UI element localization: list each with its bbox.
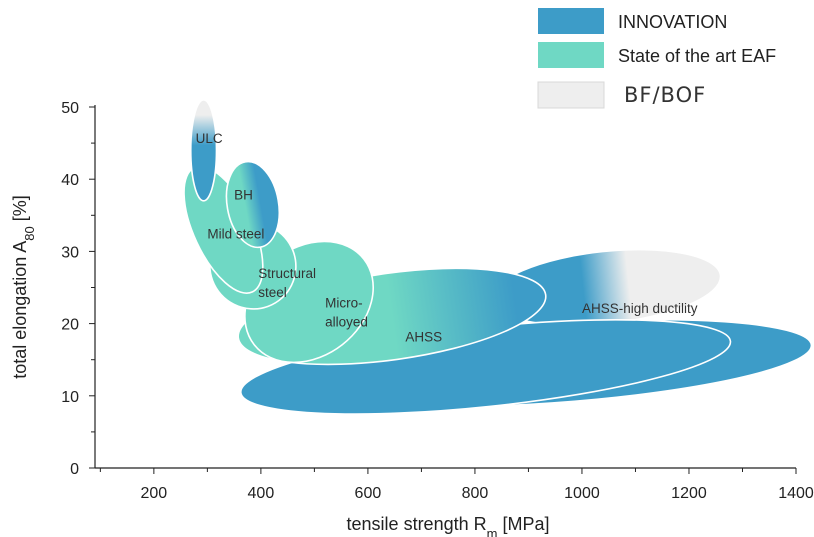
region-label-ahss: AHSS xyxy=(405,330,442,345)
x-tick-label-600: 600 xyxy=(355,485,382,502)
y-tick-label-50: 50 xyxy=(61,100,79,117)
y-tick-label-0: 0 xyxy=(70,461,79,478)
y-tick-label-30: 30 xyxy=(61,244,79,261)
region-label-micro-alloyed: Micro-alloyed xyxy=(325,296,368,330)
x-tick-label-1000: 1000 xyxy=(564,485,600,502)
legend-label-innovation: INNOVATION xyxy=(618,12,727,32)
y-tick-label-40: 40 xyxy=(61,172,79,189)
x-tick-label-1400: 1400 xyxy=(778,485,814,502)
legend-swatch-eaf xyxy=(538,42,604,68)
region-label-bh: BH xyxy=(234,187,253,202)
region-label-structural-steel: Structural steel xyxy=(258,266,316,300)
x-axis-title: tensile strength Rm [MPa] xyxy=(347,514,550,537)
x-tick-label-200: 200 xyxy=(141,485,168,502)
chart-legend: INNOVATION State of the art EAF BF/BOF xyxy=(537,8,776,109)
y-tick-label-20: 20 xyxy=(61,317,79,334)
region-bh xyxy=(225,160,281,249)
chart-regions xyxy=(183,98,813,415)
region-ulc xyxy=(189,98,218,202)
legend-label-eaf: State of the art EAF xyxy=(618,46,776,66)
legend-swatch-innovation xyxy=(538,8,604,34)
chart-axes: 200 400 600 800 1000 1200 1400 0 10 20 30 40 50 xyxy=(61,100,814,502)
y-tick-label-10: 10 xyxy=(61,389,79,406)
region-label-mild-steel: Mild steel xyxy=(207,226,264,241)
x-tick-label-1200: 1200 xyxy=(671,485,707,502)
region-label-ahss-high-ductility: AHSS-high ductility xyxy=(582,301,698,316)
y-axis-title: total elongation A80 [%] xyxy=(10,195,37,379)
legend-label-bfbof: BF/BOF xyxy=(624,83,706,107)
chart-region-labels: AHSS-high ductility AHSS Micro-alloyed Stru… xyxy=(196,131,698,345)
region-label-ulc: ULC xyxy=(196,131,223,146)
x-tick-label-400: 400 xyxy=(248,485,275,502)
x-tick-label-800: 800 xyxy=(462,485,489,502)
legend-swatch-bfbof xyxy=(537,81,605,109)
